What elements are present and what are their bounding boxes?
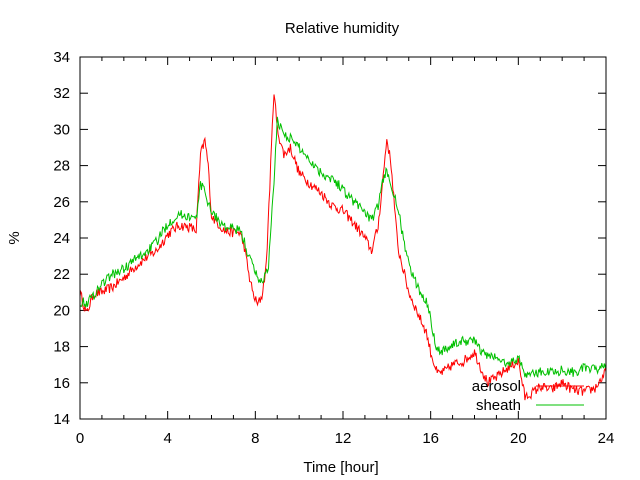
chart-title: Relative humidity — [285, 20, 400, 37]
plot-frame — [79, 56, 607, 420]
y-tick-label: 16 — [53, 375, 70, 392]
y-axis-title: % — [6, 231, 23, 244]
x-tick-label: 20 — [510, 430, 527, 447]
x-axis-title: Time [hour] — [303, 459, 378, 476]
y-tick-label: 18 — [53, 339, 70, 356]
y-tick-label: 14 — [53, 411, 70, 428]
x-tick-label: 16 — [422, 430, 439, 447]
y-tick-label: 30 — [53, 121, 70, 138]
x-tick-label: 4 — [163, 430, 171, 447]
legend-label-aerosol: aerosol — [472, 378, 521, 395]
y-tick-label: 32 — [53, 85, 70, 102]
series-group — [79, 94, 607, 401]
y-tick-label: 22 — [53, 266, 70, 283]
legend-label-sheath: sheath — [476, 397, 521, 414]
y-tick-label: 28 — [53, 158, 70, 175]
x-tick-label: 12 — [335, 430, 352, 447]
y-tick-label: 20 — [53, 302, 70, 319]
x-tick-label: 0 — [76, 430, 84, 447]
x-tick-label: 8 — [251, 430, 259, 447]
series-line-sheath — [79, 116, 607, 379]
legend: aerosol sheath — [472, 378, 584, 414]
y-tick-label: 24 — [53, 230, 70, 247]
series-line-aerosol — [79, 94, 607, 401]
x-tick-label: 24 — [598, 430, 615, 447]
y-tick-label: 26 — [53, 194, 70, 211]
axis-ticks: 0 4 8 12 16 20 24 14 16 18 20 22 24 26 28 30 32 34 — [53, 49, 614, 447]
y-tick-label: 34 — [53, 49, 70, 66]
